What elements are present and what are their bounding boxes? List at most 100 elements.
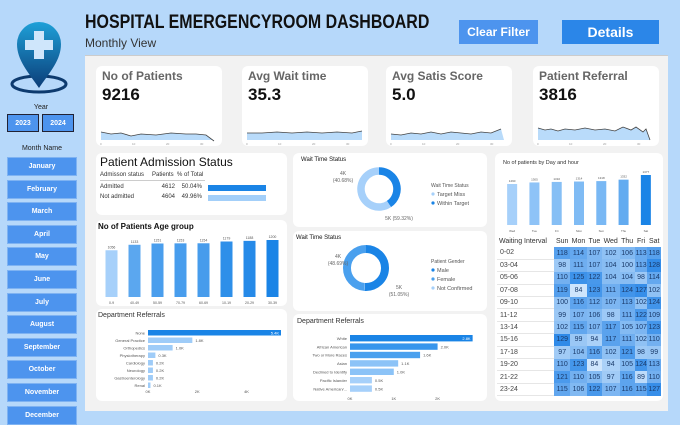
heatmap-col-header[interactable]: Sat [647, 235, 661, 247]
heatmap-cell: 105 [587, 371, 602, 383]
heatmap-col-header[interactable]: Mon [570, 235, 587, 247]
bar[interactable] [148, 375, 153, 381]
heatmap-cell: 123 [587, 284, 602, 296]
bar[interactable] [529, 182, 539, 225]
svg-text:20: 20 [456, 142, 460, 146]
month-january-button[interactable]: January [7, 157, 77, 176]
bar[interactable] [350, 377, 372, 383]
year-2023-button[interactable]: 2023 [7, 114, 39, 132]
donut-slice[interactable] [365, 249, 385, 287]
heatmap-col-header[interactable]: Tue [587, 235, 602, 247]
bar[interactable] [198, 243, 210, 297]
legend-item[interactable]: Not Confirmed [437, 286, 472, 292]
bar[interactable] [152, 243, 164, 297]
col-pct[interactable]: % of Total [177, 172, 203, 178]
month-october-button[interactable]: October [7, 360, 77, 379]
legend-item[interactable]: Male [437, 268, 449, 274]
heatmap-cell: 117 [602, 334, 620, 346]
bar-data-label: 1.0K [176, 345, 185, 350]
bar[interactable] [244, 241, 256, 297]
svg-text:30: 30 [490, 142, 494, 146]
bar[interactable] [350, 369, 394, 375]
legend-title: Patient Gender [431, 259, 465, 265]
bar[interactable] [619, 180, 629, 225]
svg-text:30: 30 [346, 142, 350, 146]
heatmap-cell: 104 [602, 272, 620, 284]
year-2024-button[interactable]: 2024 [42, 114, 74, 132]
heatmap-cell: 118 [554, 247, 570, 259]
col-status[interactable]: Admisson status [100, 172, 152, 178]
bar[interactable] [148, 353, 155, 359]
bar[interactable] [175, 243, 187, 297]
bar[interactable] [641, 175, 651, 225]
bar-data-label: 1314 [576, 177, 583, 181]
bar[interactable] [350, 352, 420, 358]
bar[interactable] [552, 182, 562, 225]
bar[interactable] [148, 360, 153, 366]
kpi-title: No of Patients [102, 69, 183, 83]
heatmap-col-header[interactable]: Thu [620, 235, 635, 247]
x-tick-label: Sat [644, 229, 649, 233]
legend-item[interactable]: Female [437, 277, 455, 283]
month-july-button[interactable]: July [7, 293, 77, 312]
bar[interactable] [221, 241, 233, 297]
bar[interactable] [148, 330, 281, 336]
month-march-button[interactable]: March [7, 202, 77, 221]
heatmap-cell: 129 [554, 334, 570, 346]
month-september-button[interactable]: September [7, 338, 77, 357]
slice-label: 4K [340, 171, 347, 177]
heatmap-col-header[interactable]: Sun [554, 235, 570, 247]
bar-data-label: 1377 [643, 170, 650, 174]
bar[interactable] [148, 383, 150, 389]
bar[interactable] [596, 181, 606, 225]
donut-slice[interactable] [379, 171, 397, 204]
month-may-button[interactable]: May [7, 247, 77, 266]
donut-slice[interactable] [361, 171, 389, 207]
legend-marker [431, 268, 434, 271]
bar-data-label: 1153 [177, 238, 185, 242]
month-june-button[interactable]: June [7, 270, 77, 289]
bar[interactable] [129, 245, 141, 297]
waiting-interval: 05-06 [497, 272, 554, 284]
bar-data-label: 1318 [598, 176, 605, 180]
month-november-button[interactable]: November [7, 383, 77, 402]
bar[interactable] [350, 343, 438, 349]
col-patients[interactable]: Patients [152, 172, 177, 178]
heatmap-col-header[interactable]: Fri [635, 235, 648, 247]
heatmap-col-header[interactable]: Waiting Interval [497, 235, 554, 247]
legend-item[interactable]: Within Target [437, 201, 469, 207]
month-february-button[interactable]: February [7, 180, 77, 199]
legend-marker [431, 192, 434, 195]
bar[interactable] [350, 360, 398, 366]
month-august-button[interactable]: August [7, 315, 77, 334]
race-referrals-title: Department Referrals [297, 318, 364, 325]
bar[interactable] [148, 345, 173, 351]
clear-filter-button[interactable]: Clear Filter [459, 20, 538, 44]
bar-data-label: 1.8K [195, 338, 204, 343]
bar[interactable] [148, 338, 192, 344]
bar[interactable] [106, 250, 118, 297]
bar[interactable] [267, 240, 279, 297]
month-april-button[interactable]: April [7, 225, 77, 244]
heatmap-cell: 116 [570, 297, 587, 309]
legend-item[interactable]: Target Miss [437, 192, 465, 198]
bar[interactable] [148, 368, 153, 374]
details-button[interactable]: Details [562, 20, 659, 44]
waiting-interval: 15-16 [497, 334, 554, 346]
bar[interactable] [350, 335, 473, 341]
bar[interactable] [507, 184, 517, 225]
month-december-button[interactable]: December [7, 406, 77, 425]
x-tick-label: Wed [509, 229, 515, 233]
heatmap-cell: 94 [602, 359, 620, 371]
donut-slice[interactable] [347, 249, 366, 287]
bar[interactable] [350, 385, 372, 391]
bar-data-label: 0.1K [153, 383, 162, 388]
bar[interactable] [574, 182, 584, 225]
heatmap-col-header[interactable]: Wed [602, 235, 620, 247]
